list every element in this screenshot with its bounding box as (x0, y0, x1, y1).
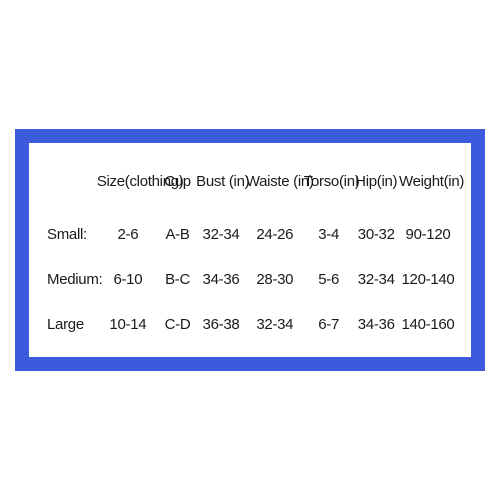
cell-torso: 3-4 (304, 212, 354, 257)
table-row: Small: 2-6 A-B 32-34 24-26 3-4 30-32 90-… (43, 212, 457, 257)
cell-waist: 32-34 (246, 302, 304, 347)
cell-bust: 34-36 (196, 257, 246, 302)
col-size: Size(clothing) (97, 173, 159, 212)
cell-weight: 120-140 (399, 257, 457, 302)
col-waist: Waiste (in) (246, 173, 304, 212)
cell-torso: 6-7 (304, 302, 354, 347)
size-chart-table: Size(clothing) Cup Bust (in) Waiste (in)… (43, 173, 457, 347)
size-chart-frame: Size(clothing) Cup Bust (in) Waiste (in)… (15, 129, 485, 371)
cell-bust: 32-34 (196, 212, 246, 257)
row-label: Large (43, 302, 97, 347)
col-cup: Cup (159, 173, 196, 212)
cell-bust: 36-38 (196, 302, 246, 347)
table-body: Small: 2-6 A-B 32-34 24-26 3-4 30-32 90-… (43, 212, 457, 347)
cell-cup: A-B (159, 212, 196, 257)
cell-weight: 140-160 (399, 302, 457, 347)
cell-size: 10-14 (97, 302, 159, 347)
col-bust: Bust (in) (196, 173, 246, 212)
page-container: Size(clothing) Cup Bust (in) Waiste (in)… (0, 0, 500, 500)
cell-hip: 34-36 (353, 302, 399, 347)
cell-waist: 28-30 (246, 257, 304, 302)
cell-hip: 30-32 (353, 212, 399, 257)
cell-size: 6-10 (97, 257, 159, 302)
row-label: Small: (43, 212, 97, 257)
table-row: Medium: 6-10 B-C 34-36 28-30 5-6 32-34 1… (43, 257, 457, 302)
row-label: Medium: (43, 257, 97, 302)
cell-hip: 32-34 (353, 257, 399, 302)
cell-waist: 24-26 (246, 212, 304, 257)
cell-size: 2-6 (97, 212, 159, 257)
table-header: Size(clothing) Cup Bust (in) Waiste (in)… (43, 173, 457, 212)
cell-weight: 90-120 (399, 212, 457, 257)
col-hip: Hip(in) (353, 173, 399, 212)
col-blank (43, 173, 97, 212)
table-header-row: Size(clothing) Cup Bust (in) Waiste (in)… (43, 173, 457, 212)
cell-torso: 5-6 (304, 257, 354, 302)
col-torso: Torso(in) (304, 173, 354, 212)
cell-cup: C-D (159, 302, 196, 347)
cell-cup: B-C (159, 257, 196, 302)
table-row: Large 10-14 C-D 36-38 32-34 6-7 34-36 14… (43, 302, 457, 347)
col-weight: Weight(in) (399, 173, 457, 212)
